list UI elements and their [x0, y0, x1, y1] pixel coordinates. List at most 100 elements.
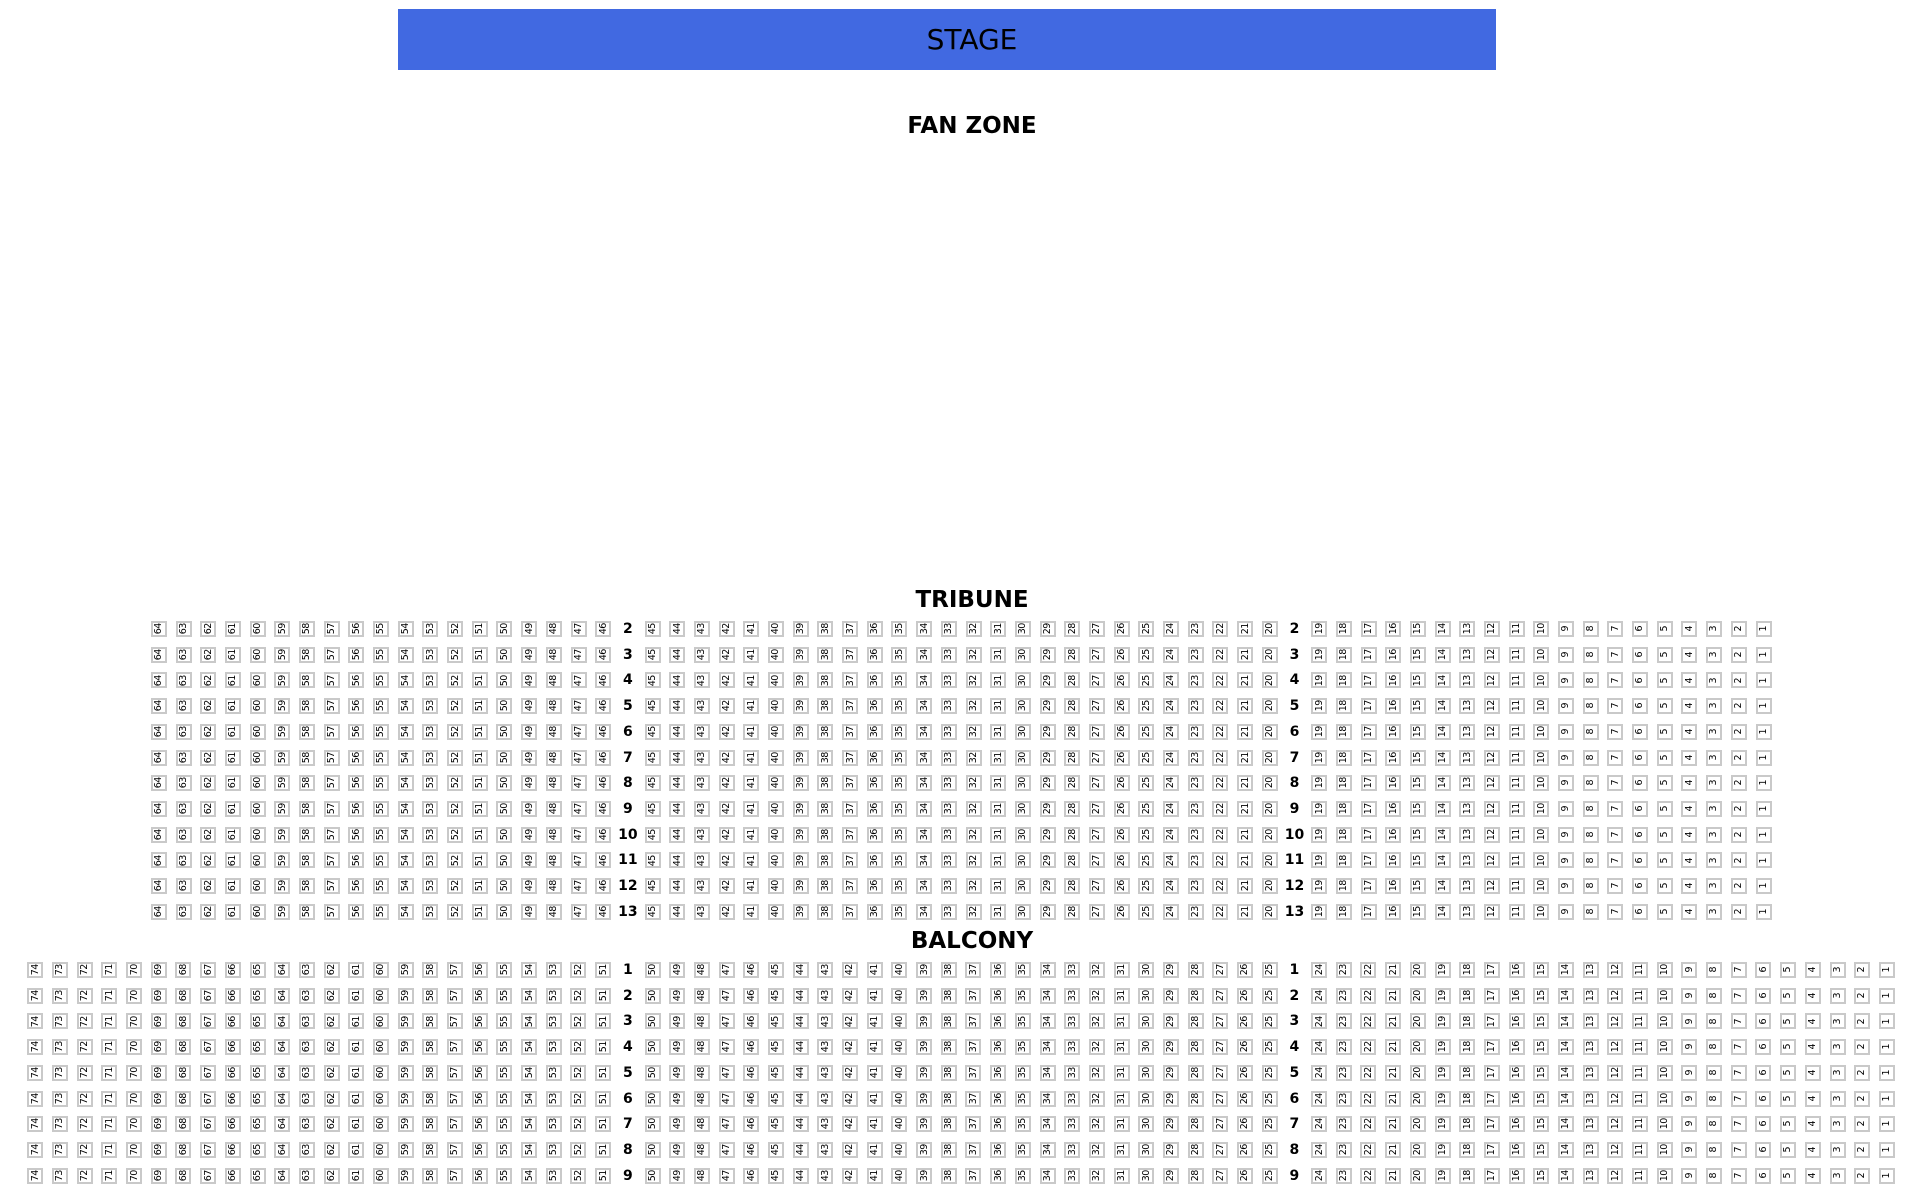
seat-box[interactable]: 46 [743, 1013, 760, 1030]
seat-tribune-row10-61[interactable]: 61 [221, 826, 246, 843]
seat-tribune-row3-7[interactable]: 7 [1603, 646, 1628, 663]
seat-balcony-row2-29[interactable]: 29 [1159, 987, 1184, 1004]
seat-box[interactable]: 13 [1459, 775, 1476, 792]
seat-balcony-row1-32[interactable]: 32 [1085, 962, 1110, 978]
seat-box[interactable]: 70 [126, 1116, 143, 1133]
seat-box[interactable]: 22 [1212, 698, 1229, 715]
seat-box[interactable]: 36 [990, 1039, 1007, 1056]
seat-tribune-row10-32[interactable]: 32 [961, 826, 986, 843]
seat-tribune-row3-22[interactable]: 22 [1208, 646, 1233, 663]
seat-balcony-row9-61[interactable]: 61 [344, 1167, 369, 1184]
seat-box[interactable]: 52 [447, 723, 464, 740]
seat-balcony-row1-7[interactable]: 7 [1726, 962, 1751, 978]
seat-box[interactable]: 73 [52, 1116, 69, 1133]
seat-tribune-row7-17[interactable]: 17 [1356, 749, 1381, 766]
seat-box[interactable]: 35 [891, 621, 908, 637]
seat-box[interactable]: 34 [1039, 962, 1056, 978]
seat-box[interactable]: 23 [1187, 672, 1204, 689]
seat-box[interactable]: 38 [940, 962, 957, 978]
seat-balcony-row2-65[interactable]: 65 [245, 987, 270, 1004]
seat-box[interactable]: 43 [693, 826, 710, 843]
seat-balcony-row7-23[interactable]: 23 [1331, 1116, 1356, 1133]
seat-balcony-row2-48[interactable]: 48 [690, 987, 715, 1004]
seat-box[interactable]: 56 [348, 903, 365, 920]
seat-tribune-row8-40[interactable]: 40 [764, 775, 789, 792]
seat-balcony-row9-54[interactable]: 54 [517, 1167, 542, 1184]
seat-box[interactable]: 5 [1656, 621, 1673, 637]
seat-box[interactable]: 16 [1385, 723, 1402, 740]
seat-balcony-row1-53[interactable]: 53 [541, 962, 566, 978]
seat-balcony-row1-41[interactable]: 41 [862, 962, 887, 978]
seat-box[interactable]: 23 [1187, 800, 1204, 817]
seat-tribune-row3-57[interactable]: 57 [319, 646, 344, 663]
seat-tribune-row5-20[interactable]: 20 [1257, 698, 1282, 715]
seat-box[interactable]: 43 [693, 775, 710, 792]
seat-box[interactable]: 17 [1360, 672, 1377, 689]
seat-tribune-row7-64[interactable]: 64 [147, 749, 172, 766]
seat-tribune-row13-32[interactable]: 32 [961, 903, 986, 920]
seat-box[interactable]: 59 [397, 1013, 414, 1030]
seat-box[interactable]: 8 [1582, 698, 1599, 715]
seat-box[interactable]: 8 [1706, 1090, 1723, 1107]
seat-box[interactable]: 70 [126, 1039, 143, 1056]
seat-tribune-row8-28[interactable]: 28 [1060, 775, 1085, 792]
seat-box[interactable]: 5 [1780, 962, 1797, 978]
seat-balcony-row2-7[interactable]: 7 [1726, 987, 1751, 1004]
seat-box[interactable]: 5 [1780, 1013, 1797, 1030]
seat-box[interactable]: 6 [1755, 1167, 1772, 1184]
seat-box[interactable]: 38 [817, 749, 834, 766]
seat-balcony-row8-42[interactable]: 42 [838, 1141, 863, 1158]
seat-box[interactable]: 62 [200, 775, 217, 792]
seat-box[interactable]: 67 [200, 1116, 217, 1133]
seat-box[interactable]: 49 [521, 878, 538, 894]
seat-tribune-row9-19[interactable]: 19 [1307, 800, 1332, 817]
seat-box[interactable]: 63 [298, 1064, 315, 1081]
seat-box[interactable]: 64 [274, 1090, 291, 1107]
seat-box[interactable]: 21 [1237, 878, 1254, 894]
seat-box[interactable]: 1 [1878, 1116, 1895, 1133]
seat-balcony-row5-24[interactable]: 24 [1307, 1064, 1332, 1081]
seat-tribune-row4-42[interactable]: 42 [714, 672, 739, 689]
seat-box[interactable]: 32 [965, 775, 982, 792]
seat-balcony-row5-70[interactable]: 70 [122, 1064, 147, 1081]
seat-box[interactable]: 43 [693, 672, 710, 689]
seat-tribune-row6-34[interactable]: 34 [912, 723, 937, 740]
seat-tribune-row8-18[interactable]: 18 [1332, 775, 1357, 792]
seat-tribune-row12-35[interactable]: 35 [887, 878, 912, 894]
seat-box[interactable]: 7 [1607, 826, 1624, 843]
seat-tribune-row13-41[interactable]: 41 [739, 903, 764, 920]
seat-tribune-row3-47[interactable]: 47 [566, 646, 591, 663]
seat-box[interactable]: 7 [1730, 1064, 1747, 1081]
seat-box[interactable]: 40 [768, 698, 785, 715]
seat-box[interactable]: 59 [274, 826, 291, 843]
seat-balcony-row6-16[interactable]: 16 [1504, 1090, 1529, 1107]
seat-box[interactable]: 55 [373, 800, 390, 817]
seat-box[interactable]: 74 [27, 1167, 44, 1184]
seat-balcony-row3-39[interactable]: 39 [912, 1013, 937, 1030]
seat-box[interactable]: 25 [1261, 1090, 1278, 1107]
seat-box[interactable]: 59 [397, 1064, 414, 1081]
seat-tribune-row12-16[interactable]: 16 [1381, 878, 1406, 894]
seat-balcony-row9-12[interactable]: 12 [1603, 1167, 1628, 1184]
seat-box[interactable]: 26 [1237, 1039, 1254, 1056]
seat-balcony-row3-30[interactable]: 30 [1134, 1013, 1159, 1030]
seat-balcony-row8-40[interactable]: 40 [887, 1141, 912, 1158]
seat-tribune-row2-48[interactable]: 48 [542, 621, 567, 637]
seat-box[interactable]: 44 [792, 1167, 809, 1184]
seat-tribune-row5-53[interactable]: 53 [418, 698, 443, 715]
seat-box[interactable]: 24 [1311, 1116, 1328, 1133]
seat-tribune-row8-16[interactable]: 16 [1381, 775, 1406, 792]
seat-tribune-row9-62[interactable]: 62 [196, 800, 221, 817]
seat-balcony-row7-19[interactable]: 19 [1430, 1116, 1455, 1133]
seat-box[interactable]: 57 [447, 1039, 464, 1056]
seat-box[interactable]: 9 [1558, 723, 1575, 740]
seat-box[interactable]: 3 [1829, 987, 1846, 1004]
seat-box[interactable]: 47 [570, 852, 587, 869]
seat-box[interactable]: 11 [1508, 775, 1525, 792]
seat-box[interactable]: 14 [1434, 621, 1451, 637]
seat-balcony-row1-28[interactable]: 28 [1183, 962, 1208, 978]
seat-box[interactable]: 29 [1039, 672, 1056, 689]
seat-box[interactable]: 55 [496, 1013, 513, 1030]
seat-balcony-row5-44[interactable]: 44 [788, 1064, 813, 1081]
seat-box[interactable]: 46 [743, 1167, 760, 1184]
